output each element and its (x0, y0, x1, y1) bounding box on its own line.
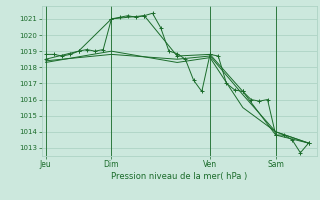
X-axis label: Pression niveau de la mer( hPa ): Pression niveau de la mer( hPa ) (111, 172, 247, 181)
